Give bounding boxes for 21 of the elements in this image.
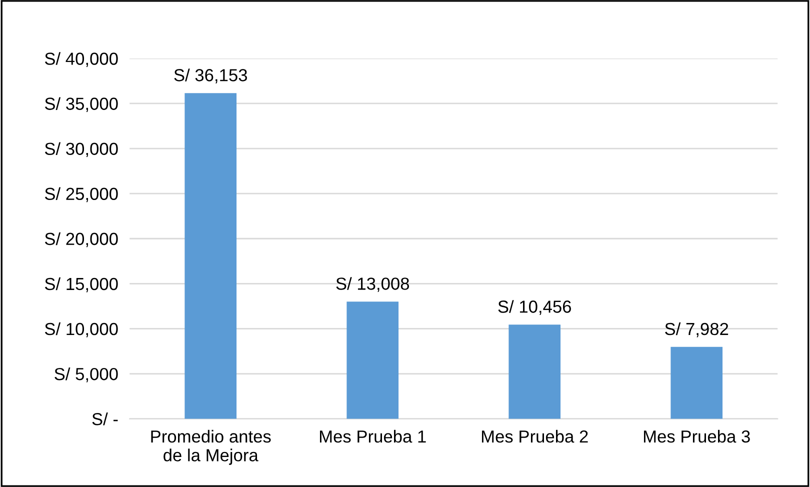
y-tick-label: S/ 30,000 <box>44 142 118 158</box>
y-tick-label: S/ 40,000 <box>44 52 118 67</box>
y-tick-label: S/ 5,000 <box>54 367 118 382</box>
y-tick-label: S/ 25,000 <box>44 187 118 202</box>
data-label: S/ 13,008 <box>336 277 410 292</box>
y-tick-label: S/ 35,000 <box>44 97 118 112</box>
y-tick-label: S/ 15,000 <box>44 277 118 292</box>
bar <box>184 93 237 419</box>
y-tick-label: S/ - <box>92 412 118 426</box>
data-label: S/ 7,982 <box>665 322 728 338</box>
data-label: S/ 36,153 <box>174 68 248 84</box>
x-tick-label: Mes Prueba 1 <box>320 430 426 443</box>
bar <box>670 346 723 419</box>
bar <box>508 324 561 419</box>
x-tick-label: Mes Prueba 3 <box>644 430 750 443</box>
y-tick-label: S/ 20,000 <box>44 232 118 248</box>
x-tick-label: Promedio antes de la Mejora <box>151 430 271 465</box>
y-tick-label: S/ 10,000 <box>44 322 118 338</box>
bar <box>346 302 399 419</box>
data-label: S/ 10,456 <box>498 300 572 315</box>
x-tick-label: Mes Prueba 2 <box>482 430 588 443</box>
